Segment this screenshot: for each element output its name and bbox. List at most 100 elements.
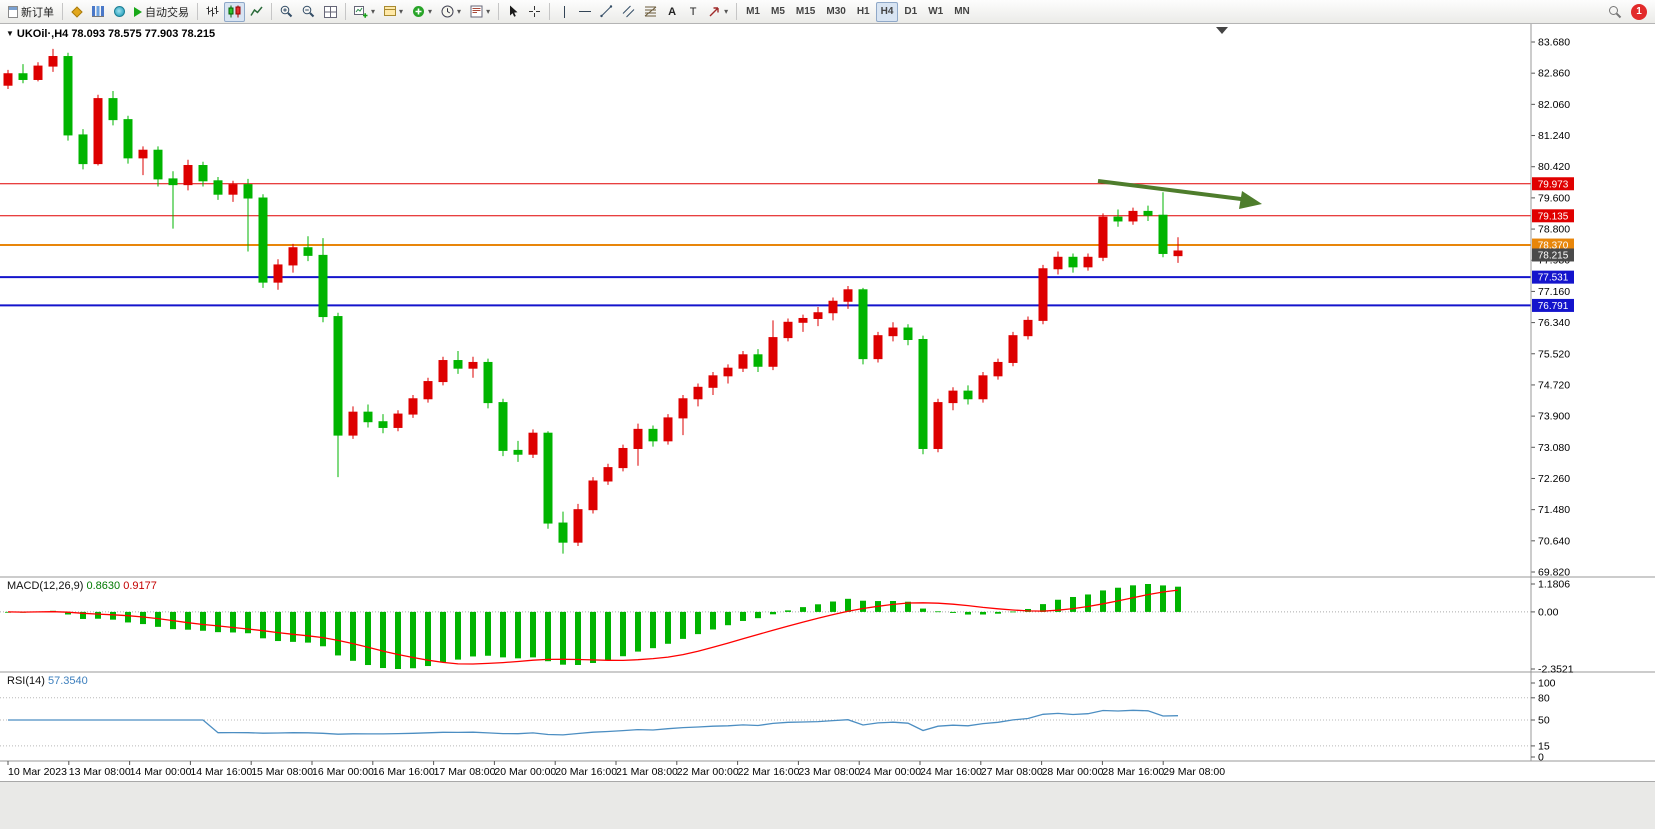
toolbar-separator: [736, 3, 738, 20]
line-chart-icon: [250, 6, 263, 16]
chevron-down-icon: ▾: [724, 6, 729, 16]
timeframe-button-m15[interactable]: M15: [791, 2, 820, 22]
toolbar-separator: [549, 3, 551, 20]
svg-text:17 Mar 08:00: 17 Mar 08:00: [434, 766, 496, 778]
svg-text:20 Mar 16:00: 20 Mar 16:00: [555, 766, 617, 778]
svg-text:83.680: 83.680: [1538, 37, 1570, 49]
svg-text:16 Mar 16:00: 16 Mar 16:00: [373, 766, 435, 778]
market-watch-icon: [92, 6, 104, 17]
timeframe-button-m5[interactable]: M5: [766, 2, 790, 22]
svg-text:29 Mar 08:00: 29 Mar 08:00: [1163, 766, 1225, 778]
zoom-in-button[interactable]: [276, 2, 297, 22]
price-badge: 78.370: [1532, 238, 1574, 252]
svg-text:22 Mar 00:00: 22 Mar 00:00: [677, 766, 739, 778]
svg-text:80: 80: [1538, 692, 1550, 704]
timeframe-button-w1[interactable]: W1: [923, 2, 948, 22]
trendline-icon: [600, 5, 613, 18]
bar-chart-button[interactable]: [202, 2, 223, 22]
zoom-out-button[interactable]: [298, 2, 319, 22]
horizontal-line-icon: [579, 11, 592, 12]
timeframe-button-h4[interactable]: H4: [875, 1, 899, 22]
text-tool-button[interactable]: A: [662, 2, 682, 22]
svg-text:24 Mar 00:00: 24 Mar 00:00: [859, 766, 921, 778]
new-chart-button[interactable]: ▾: [350, 2, 379, 22]
vertical-line-icon: [563, 5, 565, 18]
svg-text:81.240: 81.240: [1538, 130, 1570, 142]
text-tool-icon: A: [668, 5, 677, 18]
tile-windows-button[interactable]: [320, 2, 341, 22]
ohlc-bars-icon: [206, 6, 219, 17]
chart-shift-marker[interactable]: [1216, 27, 1228, 34]
horizontal-line-tool-button[interactable]: [575, 2, 595, 22]
line-chart-button[interactable]: [246, 2, 267, 22]
chart-canvas[interactable]: 83.680 82.860 82.060 81.240 80.420 79.600 78.8…: [0, 24, 1655, 781]
indicators-button[interactable]: ▾: [408, 2, 436, 22]
svg-text:23 Mar 08:00: 23 Mar 08:00: [798, 766, 860, 778]
search-icon: [1609, 5, 1622, 18]
add-indicator-icon: [413, 6, 425, 17]
timeframe-button-m1[interactable]: M1: [741, 2, 765, 22]
toolbar-separator: [271, 3, 272, 20]
new-order-button[interactable]: 新订单: [4, 2, 58, 22]
svg-text:73.080: 73.080: [1538, 442, 1570, 454]
templates-button[interactable]: ▾: [466, 2, 494, 22]
svg-text:10 Mar 2023: 10 Mar 2023: [8, 766, 67, 778]
svg-text:21 Mar 08:00: 21 Mar 08:00: [616, 766, 678, 778]
timeframe-button-d1[interactable]: D1: [899, 2, 922, 22]
svg-text:79.973: 79.973: [1538, 179, 1569, 190]
svg-text:78.370: 78.370: [1538, 241, 1569, 252]
toolbar-separator: [345, 3, 346, 20]
crosshair-button[interactable]: [524, 2, 545, 22]
svg-text:75.520: 75.520: [1538, 348, 1570, 360]
zoom-out-icon: [302, 5, 315, 18]
price-badge: 77.531: [1532, 270, 1574, 284]
macd-value: 0.8630: [86, 580, 121, 592]
svg-text:78.800: 78.800: [1538, 224, 1570, 236]
candles-layer: [3, 48, 1183, 554]
main-toolbar: 新订单 自动交易 ▾ ▾ ▾ ▾ ▾: [0, 0, 1655, 24]
favorites-button[interactable]: [67, 2, 87, 22]
timeframe-button-mn[interactable]: MN: [949, 2, 975, 22]
svg-text:80.420: 80.420: [1538, 161, 1570, 173]
notification-badge[interactable]: 1: [1631, 3, 1647, 20]
svg-text:78.215: 78.215: [1538, 250, 1569, 261]
candle-chart-button[interactable]: [224, 1, 245, 22]
horizontal-lines-layer[interactable]: [0, 183, 1531, 307]
favorites-icon: [71, 5, 83, 18]
autotrade-button[interactable]: 自动交易: [130, 2, 193, 22]
timeframe-button-m30[interactable]: M30: [821, 2, 850, 22]
trendline-tool-button[interactable]: [596, 2, 617, 22]
vertical-line-tool-button[interactable]: [554, 2, 574, 22]
macd-pane: 1.1806 0.00 -2.3521: [0, 579, 1574, 676]
macd-name: MACD(12,26,9): [7, 580, 84, 592]
svg-text:0.00: 0.00: [1538, 606, 1559, 618]
data-window-button[interactable]: [109, 2, 129, 22]
search-button[interactable]: [1604, 2, 1626, 22]
chevron-down-icon: ▾: [399, 6, 404, 16]
chart-title: ▼ UKOil·,H4 78.093 78.575 77.903 78.215: [6, 28, 215, 40]
chart-dropdown-marker[interactable]: ▼: [6, 29, 14, 38]
chart-title-text: UKOil·,H4 78.093 78.575 77.903 78.215: [16, 28, 216, 40]
new-order-icon: [8, 5, 18, 18]
price-axis[interactable]: 83.680 82.860 82.060 81.240 80.420 79.600 78.8…: [1531, 37, 1570, 579]
fibonacci-tool-button[interactable]: [640, 2, 661, 22]
toolbar-separator: [62, 3, 63, 20]
shapes-tool-button[interactable]: ▾: [704, 2, 732, 22]
new-chart-icon: [354, 6, 368, 18]
market-watch-button[interactable]: [88, 2, 108, 22]
svg-text:100: 100: [1538, 678, 1556, 690]
periods-button[interactable]: ▾: [437, 2, 465, 22]
zoom-in-icon: [280, 5, 293, 18]
label-tool-button[interactable]: T: [683, 2, 703, 22]
trend-arrow[interactable]: [1097, 179, 1262, 209]
price-badge: 79.135: [1532, 209, 1574, 223]
autotrade-play-icon: [134, 6, 142, 17]
cursor-button[interactable]: [503, 2, 523, 22]
timeframe-button-h1[interactable]: H1: [852, 2, 875, 22]
price-badge: 76.791: [1532, 298, 1574, 312]
svg-text:73.900: 73.900: [1538, 411, 1570, 423]
profiles-button[interactable]: ▾: [380, 2, 407, 22]
channel-tool-button[interactable]: [618, 2, 639, 22]
arrow-tool-icon: [709, 7, 719, 17]
